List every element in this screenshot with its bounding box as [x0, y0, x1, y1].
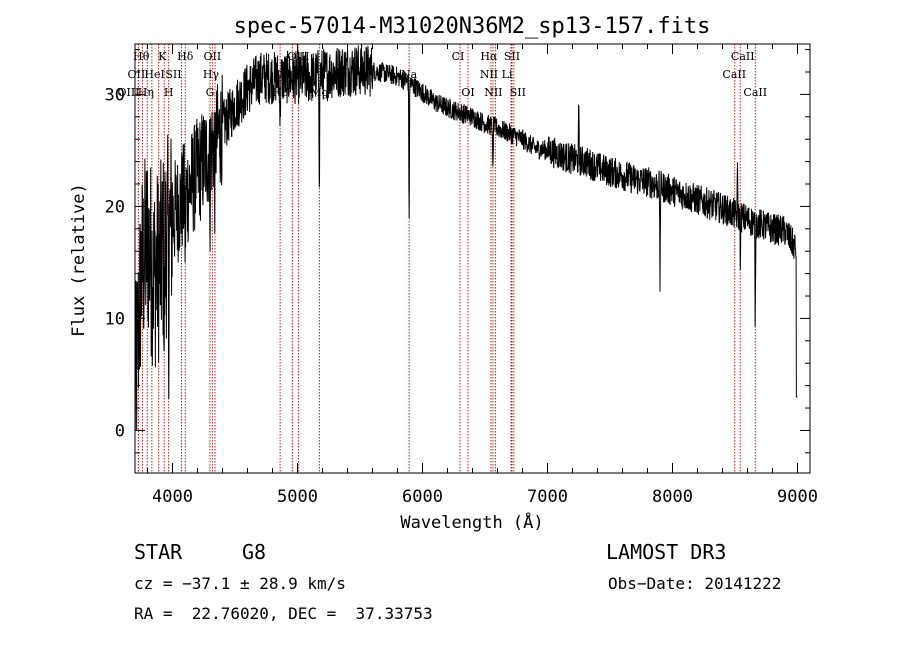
- chart-title: spec-57014-M31020N36M2_sp13-157.fits: [234, 14, 711, 39]
- x-tick-label: 6000: [402, 487, 443, 507]
- y-tick-label: 0: [115, 421, 125, 441]
- spectral-line-label: Hγ: [203, 68, 220, 81]
- spectral-line-label: NII: [480, 68, 498, 81]
- spectral-line-label: CI: [452, 50, 465, 63]
- x-axis-label: Wavelength (Å): [400, 511, 543, 533]
- spectral-line-label: HeI: [144, 68, 164, 81]
- x-tick-label: 7000: [527, 487, 568, 507]
- y-tick-label: 30: [105, 85, 125, 105]
- sky-coordinates: RA = 22.76020, DEC = 37.33753: [134, 604, 433, 623]
- y-axis-label: Flux (relative): [69, 183, 89, 337]
- x-tick-label: 8000: [652, 487, 693, 507]
- spectral-line-label: K: [158, 50, 167, 63]
- spectrum-line: [134, 44, 798, 431]
- spectral-line-label: SII: [510, 86, 526, 99]
- axis-ticks: 4000 5000 6000 7000 8000 9000 0 10 20 30: [105, 44, 818, 507]
- x-tick-label: 5000: [277, 487, 318, 507]
- spectral-line-label: Li: [502, 68, 513, 81]
- object-subclass: G8: [242, 540, 267, 564]
- spectral-line-label: CaII: [743, 86, 767, 99]
- spectral-line-label: G: [206, 86, 215, 99]
- spectral-line-label: Hα: [480, 50, 498, 63]
- spectral-line-label: OIII: [117, 86, 139, 99]
- spectral-line-label: SII: [165, 68, 181, 81]
- spectral-line-label: OII: [128, 68, 146, 81]
- spectral-line-label: H: [164, 86, 174, 99]
- object-class: STAR: [134, 540, 183, 564]
- x-tick-label: 9000: [777, 487, 818, 507]
- y-tick-label: 20: [105, 197, 125, 217]
- redshift-velocity: cz = −37.1 ± 28.9 km/s: [134, 574, 346, 593]
- x-tick-label: 4000: [152, 487, 193, 507]
- spectral-line-label: OI: [461, 86, 474, 99]
- spectrum-plot: spec-57014-M31020N36M2_sp13-157.fits Hθ K…: [69, 14, 818, 533]
- observation-date: Obs−Date: 20141222: [608, 574, 782, 593]
- y-tick-label: 10: [105, 309, 125, 329]
- spectral-line-label: Hδ: [177, 50, 194, 63]
- spectrum-layer: [134, 44, 798, 431]
- spectral-line-label: OII: [204, 50, 222, 63]
- survey-name: LAMOST DR3: [606, 540, 727, 564]
- spectral-line-label: SII: [504, 50, 520, 63]
- spectral-line-label: Hη: [138, 86, 154, 99]
- spectral-line-label: Hθ: [133, 50, 150, 63]
- spectral-line-label: NII: [484, 86, 502, 99]
- spectral-line-label: Mg: [310, 86, 328, 99]
- spectral-line-label: CaII: [731, 50, 755, 63]
- spectral-line-label: CaII: [722, 68, 746, 81]
